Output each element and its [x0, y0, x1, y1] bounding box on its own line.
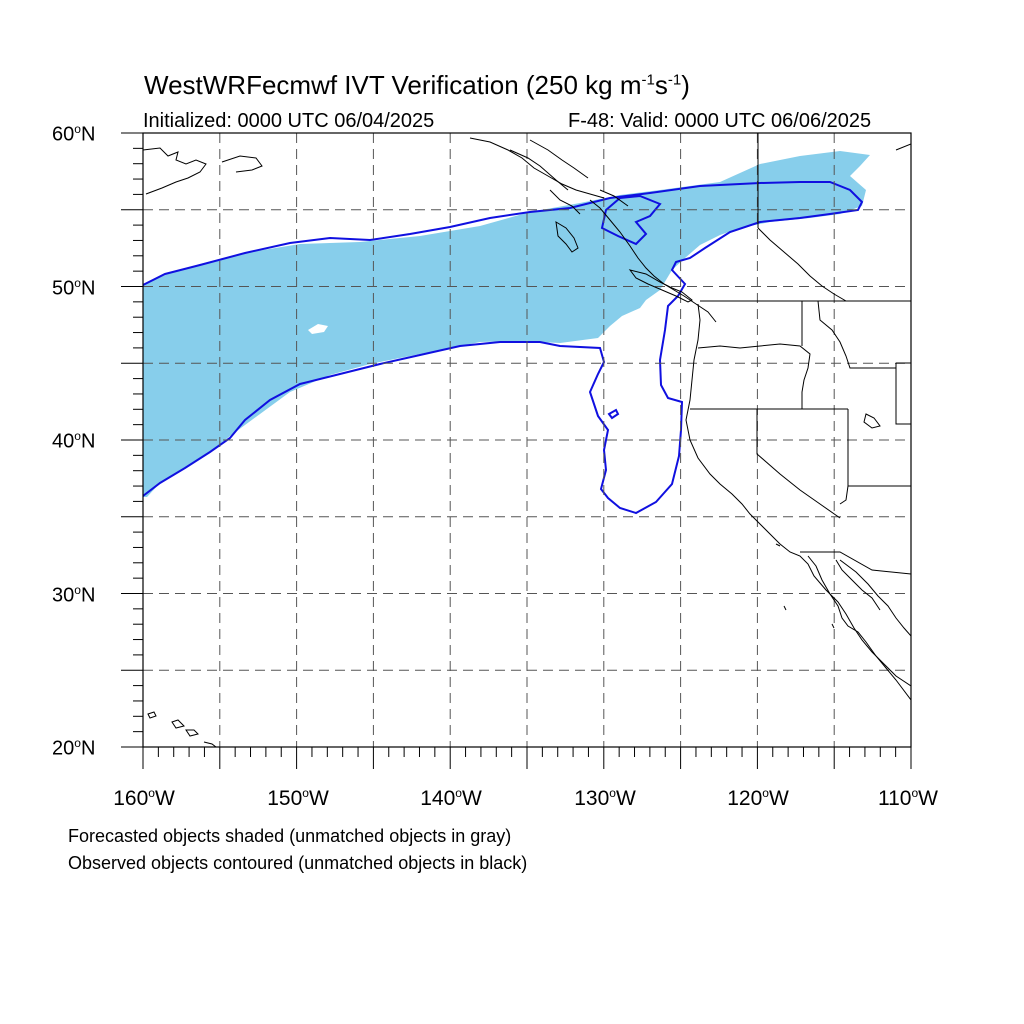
lon-label-130w: 130oW — [574, 786, 636, 810]
axis-ticks — [121, 132, 912, 769]
lat-label-50n: 50oN — [52, 276, 96, 300]
initialized-time: Initialized: 0000 UTC 06/04/2025 — [143, 110, 435, 132]
lat-label-20n: 20oN — [52, 736, 96, 760]
observed-small-loop — [607, 408, 620, 420]
lon-label-110w: 110oW — [878, 786, 938, 810]
coastlines — [143, 133, 911, 747]
valid-time: F-48: Valid: 0000 UTC 06/06/2025 — [568, 110, 872, 132]
lon-label-150w: 150oW — [267, 786, 329, 810]
observed-object-contour — [143, 181, 864, 515]
forecast-object-main — [143, 151, 870, 497]
forecast-hole — [308, 324, 328, 334]
lon-label-120w: 120oW — [727, 786, 789, 810]
lon-label-140w: 140oW — [420, 786, 482, 810]
caption-forecast: Forecasted objects shaded (unmatched obj… — [68, 826, 512, 846]
caption-observed: Observed objects contoured (unmatched ob… — [68, 853, 528, 873]
observed-fragment — [600, 194, 662, 246]
lon-label-160w: 160oW — [113, 786, 175, 810]
map-title: WestWRFecmwf IVT Verification (250 kg m-… — [144, 70, 690, 100]
lat-label-30n: 30oN — [52, 583, 96, 607]
lat-label-40n: 40oN — [52, 429, 96, 453]
lat-label-60n: 60oN — [52, 122, 96, 146]
